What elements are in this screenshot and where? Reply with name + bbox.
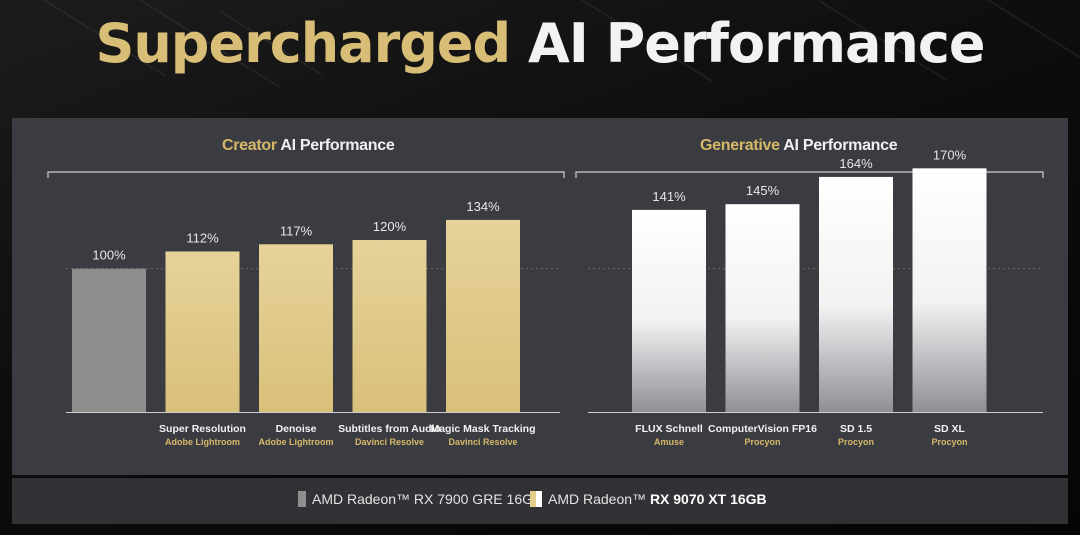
tick-sublabel-0-0: Adobe Lightroom [165, 437, 240, 447]
tick-label-1-0: FLUX Schnell [635, 423, 703, 435]
section-highlight-creator: Creator [222, 137, 277, 154]
bars-layer: 100% 112% Super Resolution Adobe Lightroom 1… [72, 147, 987, 447]
title-rest: AI Performance [527, 12, 986, 75]
data-label-0-2: 120% [373, 219, 407, 234]
section-bracket-1 [575, 171, 1044, 178]
legend-item-new: AMD Radeon™ RX 9070 XT 16GB [530, 491, 767, 507]
legend-swatch-new [530, 491, 542, 507]
data-label-1-1: 145% [746, 183, 780, 198]
bar-1-3 [912, 168, 987, 412]
data-label-0-0: 112% [186, 230, 219, 245]
page-title: Supercharged AI Performance [0, 12, 1080, 75]
bar-1-2 [819, 176, 893, 412]
bar-0-1 [259, 244, 333, 412]
legend-swatch-baseline [298, 491, 306, 507]
title-highlight: Supercharged [95, 12, 511, 75]
data-label-0-1: 117% [280, 223, 313, 238]
tick-label-1-2: SD 1.5 [840, 423, 872, 435]
bar-0-0 [165, 251, 240, 412]
data-label-baseline: 100% [92, 248, 126, 263]
tick-label-0-1: Denoise [276, 423, 317, 435]
data-label-1-3: 170% [933, 147, 967, 162]
section-title-generative: Generative AI Performance [700, 137, 898, 155]
tick-label-1-3: SD XL [934, 423, 966, 435]
tick-sublabel-0-2: Davinci Resolve [355, 437, 424, 447]
data-label-1-2: 164% [839, 156, 873, 171]
legend-item-baseline: AMD Radeon™ RX 7900 GRE 16GB [298, 491, 542, 507]
section-rest-generative: AI Performance [783, 137, 898, 154]
bar-0-3 [446, 219, 520, 412]
tick-label-0-3: Magic Mask Tracking [430, 423, 535, 435]
legend-label-baseline: AMD Radeon™ RX 7900 GRE 16GB [312, 491, 543, 507]
legend-label-new-model: RX 9070 XT 16GB [649, 491, 767, 507]
tick-sublabel-0-1: Adobe Lightroom [259, 437, 334, 447]
section-title-creator: Creator AI Performance [222, 137, 395, 155]
tick-label-1-1: ComputerVision FP16 [708, 423, 817, 435]
bar-1-0 [632, 209, 706, 412]
tick-sublabel-0-3: Davinci Resolve [448, 437, 517, 447]
tick-label-0-2: Subtitles from Audio [338, 423, 441, 435]
section-bracket-0 [47, 171, 565, 178]
section-rest-creator: AI Performance [280, 137, 395, 154]
section-brackets [47, 171, 1044, 178]
tick-sublabel-1-3: Procyon [931, 437, 967, 447]
tick-sublabel-1-2: Procyon [838, 437, 874, 447]
bar-0-2 [352, 240, 427, 412]
legend-label-new-prefix: AMD Radeon™ [548, 491, 650, 507]
data-label-1-0: 141% [652, 189, 686, 204]
section-highlight-generative: Generative [700, 137, 780, 154]
tick-label-0-0: Super Resolution [159, 423, 246, 435]
bar-baseline [72, 268, 146, 412]
data-label-0-3: 134% [466, 199, 500, 214]
bar-1-1 [725, 204, 800, 412]
tick-sublabel-1-0: Amuse [654, 437, 684, 447]
tick-sublabel-1-1: Procyon [744, 437, 780, 447]
